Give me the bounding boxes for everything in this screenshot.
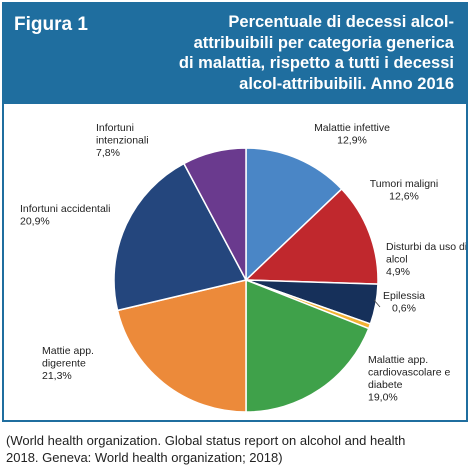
chart-title-line: attribuibili per categoria generica [193,33,454,52]
pie-slice [113,162,248,312]
slice-label-line: 0,6% [392,303,416,315]
slice-label-line: 12,9% [337,135,367,147]
slice-label-line: Infortuni accidentali [20,203,110,215]
chart-title-line: di malattia, rispetto a tutti i decessi [178,54,454,72]
slice-label: Malattie app. cardiovascolare e diabete 19,… [368,354,450,404]
slice-label-line: 7,8% [96,147,120,159]
slice-label-line: Epilessia [383,290,425,302]
pie-slices [113,147,379,413]
figure-label: Figura 1 [14,14,88,35]
slice-label-line: 19,0% [368,392,398,404]
figure-frame: Figura 1 Percentuale di decessi alcol- a… [2,2,468,422]
source-citation: (World health organization. Global statu… [6,432,468,466]
leader-lines [373,299,381,308]
source-line: (World health organization. Global statu… [6,433,406,448]
slice-label: Mattie app. digerente 21,3% [42,345,94,382]
slice-label: Disturbi da uso di alcol 4,9% [386,241,466,278]
slice-label: Infortuni intenzionali 7,8% [96,122,149,159]
slice-label-line: 4,9% [386,266,410,278]
leader-line [373,299,381,308]
slice-label: Infortuni accidentali 20,9% [20,203,110,228]
pie-slice [244,187,379,285]
slice-label-line: alcol [386,254,408,266]
slice-label: Tumori maligni 12,6% [370,178,438,203]
slice-label-line: cardiovascolare e [368,367,450,379]
pie-chart: Malattie infettive 12,9%Tumori maligni 12,… [20,122,466,413]
slice-label: Malattie infettive 12,9% [314,122,390,147]
slice-label-line: Mattie app. [42,345,94,357]
pie-slice [116,279,247,413]
slice-label-line: intenzionali [96,135,149,147]
slice-label: Epilessia 0,6% [383,290,425,315]
slice-label-line: Tumori maligni [370,178,438,190]
slice-label-line: 12,6% [389,191,419,203]
slice-label-line: Disturbi da uso di [386,241,466,253]
chart-title-line: alcol-attribuibili. Anno 2016 [239,74,454,93]
chart-title-line: Percentuale di decessi alcol- [228,13,454,31]
slice-label-line: Malattie app. [368,354,428,366]
slice-label-line: Infortuni [96,122,134,134]
slice-labels: Malattie infettive 12,9%Tumori maligni 12,… [20,122,466,404]
pie-slice [245,147,343,282]
pie-slice [182,147,247,281]
pie-slice [245,278,370,413]
slice-label-line: digerente [42,358,86,370]
figure-header: Figura 1 Percentuale di decessi alcol- a… [4,4,466,104]
slice-label-line: Malattie infettive [314,122,390,134]
source-line: 2018. Geneva: World health organization;… [6,450,283,465]
slice-label-line: 21,3% [42,370,72,382]
chart-title: Percentuale di decessi alcol- attribuibi… [154,12,454,94]
slice-label-line: 20,9% [20,216,50,228]
slice-label-line: diabete [368,379,403,391]
